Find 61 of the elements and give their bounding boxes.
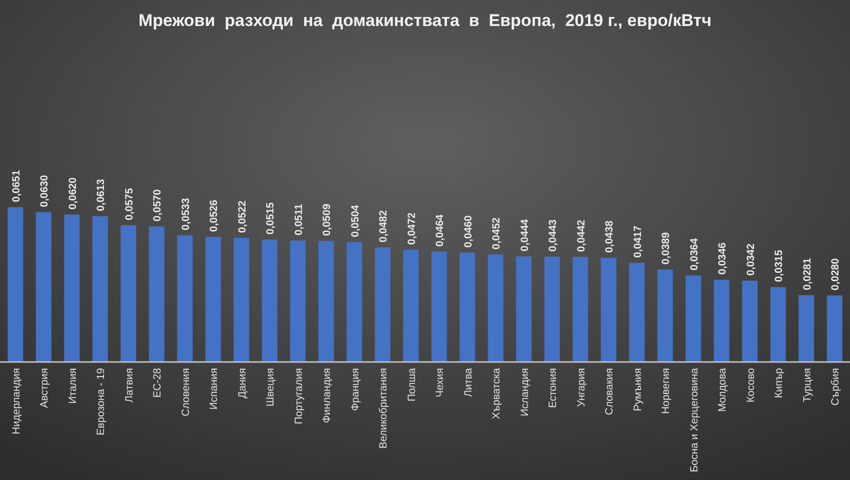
x-tick-label: Великобритания (378, 368, 390, 449)
data-label: 0,0651 (10, 170, 22, 202)
x-tick-label: Норвегия (660, 368, 672, 414)
x-tick-label: Нидерландия (10, 368, 22, 434)
data-label: 0,0620 (66, 177, 79, 210)
x-tick-label: Италия (66, 368, 79, 404)
data-label: 0,0515 (264, 202, 277, 234)
x-tick-label: Кипър (773, 368, 786, 398)
data-label: 0,0444 (518, 219, 531, 252)
data-label: 0,0613 (95, 178, 108, 212)
x-tick-label: Молдова (716, 368, 729, 412)
x-tick-label: Хърватска (490, 368, 503, 420)
x-tick-label: Финландия (321, 368, 334, 424)
data-label: 0,0346 (716, 242, 729, 275)
data-label: 0,0482 (378, 210, 390, 242)
data-label: 0,0460 (462, 215, 474, 248)
x-tick-label: Еврозона - 19 (95, 368, 108, 436)
x-tick-label: Испания (208, 368, 220, 410)
data-label: 0,0438 (604, 220, 616, 253)
x-tick-label: Австрия (38, 368, 51, 408)
data-label: 0,0280 (830, 258, 842, 290)
x-tick-label: Румъния (632, 368, 644, 412)
data-label: 0,0442 (575, 220, 588, 252)
x-tick-label: Босна и Херцеговина (688, 368, 700, 472)
x-tick-label: Португалия (292, 368, 305, 424)
data-label: 0,0452 (490, 217, 503, 250)
data-label: 0,0417 (632, 226, 644, 258)
data-label: 0,0364 (688, 238, 700, 270)
data-label: 0,0315 (773, 250, 786, 282)
x-tick-label: Франция (349, 368, 362, 412)
data-label: 0,0522 (236, 200, 248, 233)
x-tick-label: Словакия (604, 368, 616, 416)
data-label: 0,0389 (660, 232, 672, 264)
data-label: 0,0570 (152, 189, 164, 222)
x-tick-label: Литва (462, 368, 474, 397)
data-label: 0,0630 (38, 174, 51, 208)
data-label: 0,0509 (321, 204, 334, 236)
x-tick-label: ЕС-28 (152, 368, 164, 398)
x-tick-label: Полша (406, 368, 418, 402)
x-tick-label: Швеция (264, 368, 277, 406)
x-tick-label: Чехия (434, 368, 446, 398)
chart-title: Мрежови разходи на домакинствата в Европа, 2019 г., евро/кВтч (138, 11, 712, 30)
data-label: 0,0281 (801, 258, 814, 290)
data-label: 0,0526 (208, 200, 220, 232)
x-tick-label: Турция (801, 368, 814, 402)
data-label: 0,0464 (434, 214, 446, 247)
x-tick-label: Исландия (518, 368, 531, 416)
x-tick-label: Сърбия (830, 368, 842, 406)
data-label: 0,0504 (349, 204, 362, 238)
x-tick-label: Естония (547, 368, 560, 408)
data-label: 0,0472 (406, 212, 418, 245)
x-tick-label: Косово (744, 368, 757, 402)
data-label: 0,0443 (547, 219, 560, 252)
x-tick-label: Словения (180, 368, 192, 416)
x-tick-label: Унгария (575, 368, 588, 407)
x-tick-label: Дания (236, 368, 248, 398)
data-label: 0,0511 (292, 204, 305, 236)
data-label: 0,0575 (123, 188, 136, 220)
x-tick-label: Латвия (123, 368, 136, 402)
data-label: 0,0342 (744, 243, 757, 276)
data-label: 0,0533 (180, 198, 192, 230)
